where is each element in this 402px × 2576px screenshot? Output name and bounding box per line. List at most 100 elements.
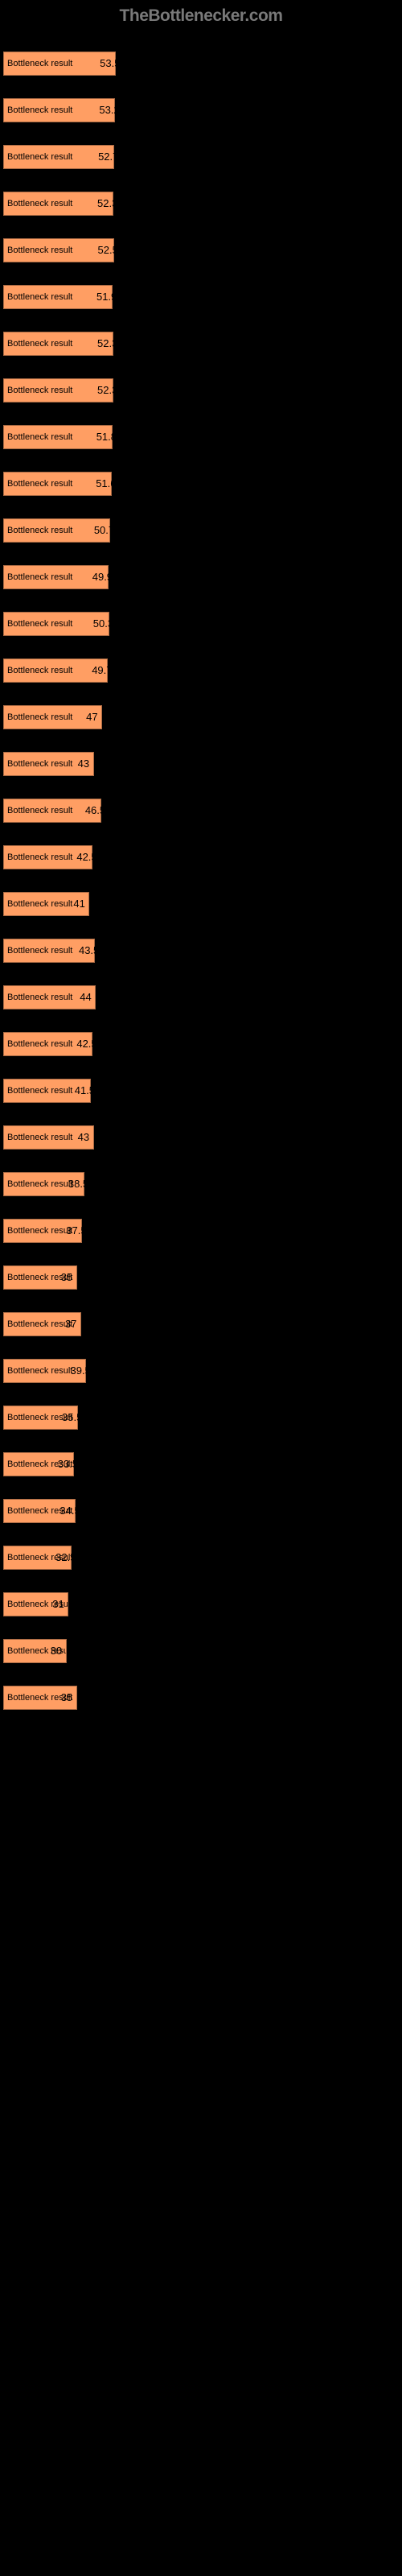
value-label: 47 (86, 705, 97, 729)
value-label: 50.3 (93, 612, 113, 636)
row-top-label (3, 1067, 402, 1079)
chart-row: Bottleneck result50.3 (3, 601, 402, 636)
bar-wrap: Bottleneck result33.5 (3, 1452, 402, 1476)
bar-wrap: Bottleneck result52.3 (3, 378, 402, 402)
chart-row: Bottleneck result42.5 (3, 834, 402, 869)
chart-row: Bottleneck result50.7 (3, 507, 402, 543)
bar-label: Bottleneck result (7, 759, 72, 769)
value-label: 42.5 (76, 1032, 96, 1056)
row-top-label (3, 227, 402, 238)
chart-row: Bottleneck result 52.3 (3, 180, 402, 216)
row-top-label (3, 647, 402, 658)
row-top-label (3, 694, 402, 705)
value-label: 39.5 (70, 1359, 90, 1383)
value-label: 34.5 (59, 1499, 80, 1523)
row-top-label (3, 974, 402, 985)
bar-wrap: Bottleneck result35.5 (3, 1406, 402, 1430)
chart-row: Bottleneck result51.6 (3, 460, 402, 496)
bar-label: Bottleneck result (7, 1366, 72, 1376)
chart-row: Bottleneck result41 (3, 881, 402, 916)
bar-label: Bottleneck result (7, 1133, 72, 1142)
chart-row: Bottleneck result49.7 (3, 647, 402, 683)
bar-label: Bottleneck result (7, 1179, 72, 1189)
chart-row: Bottleneck result34.5 (3, 1488, 402, 1523)
row-top-label (3, 507, 402, 518)
chart-row: Bottleneck result42.5 (3, 1021, 402, 1056)
chart-row: Bottleneck result44 (3, 974, 402, 1009)
chart-row: Bottleneck result43 (3, 1114, 402, 1150)
bar-wrap: Bottleneck result35 (3, 1686, 402, 1710)
value-label: 43.5 (79, 939, 99, 963)
bar-label: Bottleneck result (7, 292, 72, 302)
bar-label: Bottleneck result (7, 946, 72, 956)
chart-row: Bottleneck result39.5 (3, 1348, 402, 1383)
row-top-label (3, 40, 402, 52)
value-label: 41 (73, 892, 84, 916)
value-label: 38.5 (68, 1172, 88, 1196)
chart-row: Bottleneck result 53.2 (3, 87, 402, 122)
value-label: 53.2 (99, 98, 119, 122)
row-top-label (3, 787, 402, 799)
value-label: 46.5 (85, 799, 105, 823)
value-label: 52.3 (97, 192, 117, 216)
bar-label: Bottleneck result (7, 572, 72, 582)
bar-label: Bottleneck result (7, 339, 72, 349)
value-label: 33.5 (58, 1452, 78, 1476)
value-label: 31 (52, 1592, 64, 1616)
bar-label: Bottleneck result (7, 666, 72, 675)
chart-row: Bottleneck result31 (3, 1581, 402, 1616)
chart-row: Bottleneck result 49.9 (3, 554, 402, 589)
chart-row: Bottleneck result 53.5 (3, 40, 402, 76)
bar-wrap: Bottleneck result44 (3, 985, 402, 1009)
row-top-label (3, 1628, 402, 1639)
bar-wrap: Bottleneck result50.3 (3, 612, 402, 636)
value-label: 44 (80, 985, 91, 1009)
bar-label: Bottleneck result (7, 59, 72, 68)
bar-wrap: Bottleneck result52.7 (3, 145, 402, 169)
bar-wrap: Bottleneck result 52.3 (3, 192, 402, 216)
bar-label: Bottleneck result (7, 1226, 72, 1236)
bottleneck-bar-chart: Bottleneck result 53.5 Bottleneck result 53… (0, 40, 402, 1710)
bar-wrap: Bottleneck result34.5 (3, 1499, 402, 1523)
value-label: 41.5 (75, 1079, 95, 1103)
chart-row: Bottleneck result46.5 (3, 787, 402, 823)
chart-row: Bottleneck result35 (3, 1254, 402, 1290)
bar-wrap: Bottleneck result42.5 (3, 845, 402, 869)
row-top-label (3, 274, 402, 285)
bar-wrap: Bottleneck result51.9 (3, 285, 402, 309)
row-top-label (3, 320, 402, 332)
chart-row: Bottleneck result41.5 (3, 1067, 402, 1103)
value-label: 49.9 (92, 565, 113, 589)
chart-row: Bottleneck result 43.5 (3, 927, 402, 963)
row-top-label (3, 367, 402, 378)
value-label: 52.3 (97, 378, 117, 402)
row-top-label (3, 1208, 402, 1219)
row-top-label (3, 834, 402, 845)
bar-label: Bottleneck result (7, 852, 72, 862)
row-top-label (3, 1534, 402, 1546)
bar-label: Bottleneck result (7, 479, 72, 489)
bar-label: Bottleneck result (7, 1086, 72, 1096)
value-label: 53.5 (100, 52, 120, 76)
bar-wrap: Bottleneck result37.5 (3, 1219, 402, 1243)
value-label: 43 (78, 752, 89, 776)
value-label: 37 (65, 1312, 76, 1336)
bar-wrap: Bottleneck result43 (3, 1125, 402, 1150)
row-top-label (3, 1348, 402, 1359)
row-top-label (3, 414, 402, 425)
bar-label: Bottleneck result (7, 199, 72, 208)
row-top-label (3, 1114, 402, 1125)
bar-wrap: Bottleneck result 49.9 (3, 565, 402, 589)
bar-wrap: Bottleneck result46.5 (3, 799, 402, 823)
chart-row: Bottleneck result32.5 (3, 1534, 402, 1570)
bar-wrap: Bottleneck result41 (3, 892, 402, 916)
chart-row: Bottleneck result52.5 (3, 227, 402, 262)
chart-row: Bottleneck result35.5 (3, 1394, 402, 1430)
bar-wrap: Bottleneck result32.5 (3, 1546, 402, 1570)
row-top-label (3, 1301, 402, 1312)
bar-wrap: Bottleneck result47 (3, 705, 402, 729)
bar-label: Bottleneck result (7, 526, 72, 535)
bar-label: Bottleneck result (7, 105, 72, 115)
chart-row: Bottleneck result52.7 (3, 134, 402, 169)
bar-wrap: Bottleneck result50.7 (3, 518, 402, 543)
